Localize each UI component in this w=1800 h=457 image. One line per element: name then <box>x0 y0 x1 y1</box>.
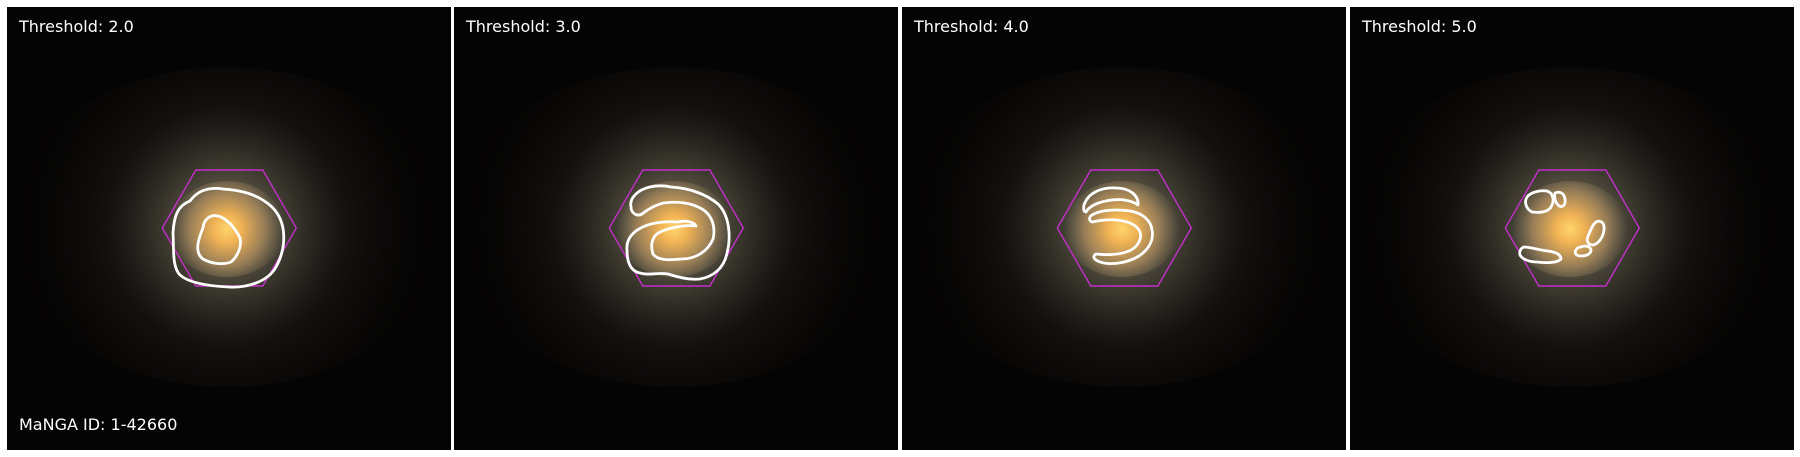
threshold-contour <box>1518 245 1563 264</box>
threshold-contour <box>1573 244 1593 258</box>
threshold-contour <box>171 187 286 289</box>
threshold-contour <box>1524 189 1555 214</box>
ifu-hexagon <box>608 169 745 287</box>
threshold-label: Threshold: 5.0 <box>1362 17 1477 36</box>
panel-threshold-3: Threshold: 3.0 <box>454 7 898 450</box>
threshold-contour <box>196 214 242 266</box>
galaxy-image <box>902 7 1346 450</box>
threshold-contour <box>1082 186 1140 214</box>
threshold-contour <box>625 184 731 281</box>
panel-threshold-5: Threshold: 5.0 <box>1350 7 1794 450</box>
ifu-hexagon <box>1056 169 1193 287</box>
ifu-hexagon <box>161 169 298 287</box>
threshold-contour <box>1553 190 1567 208</box>
galaxy-image <box>454 7 898 450</box>
panel-threshold-4: Threshold: 4.0 <box>902 7 1346 450</box>
threshold-label: Threshold: 2.0 <box>19 17 134 36</box>
threshold-label: Threshold: 3.0 <box>466 17 581 36</box>
galaxy-image <box>7 7 451 450</box>
panel-threshold-2: Threshold: 2.0 MaNGA ID: 1-42660 <box>7 7 451 450</box>
manga-id-label: MaNGA ID: 1-42660 <box>19 415 178 434</box>
galaxy-image <box>1350 7 1794 450</box>
threshold-contour <box>1088 208 1154 265</box>
threshold-label: Threshold: 4.0 <box>914 17 1029 36</box>
ifu-hexagon <box>1504 169 1641 287</box>
threshold-contour <box>1585 219 1606 247</box>
